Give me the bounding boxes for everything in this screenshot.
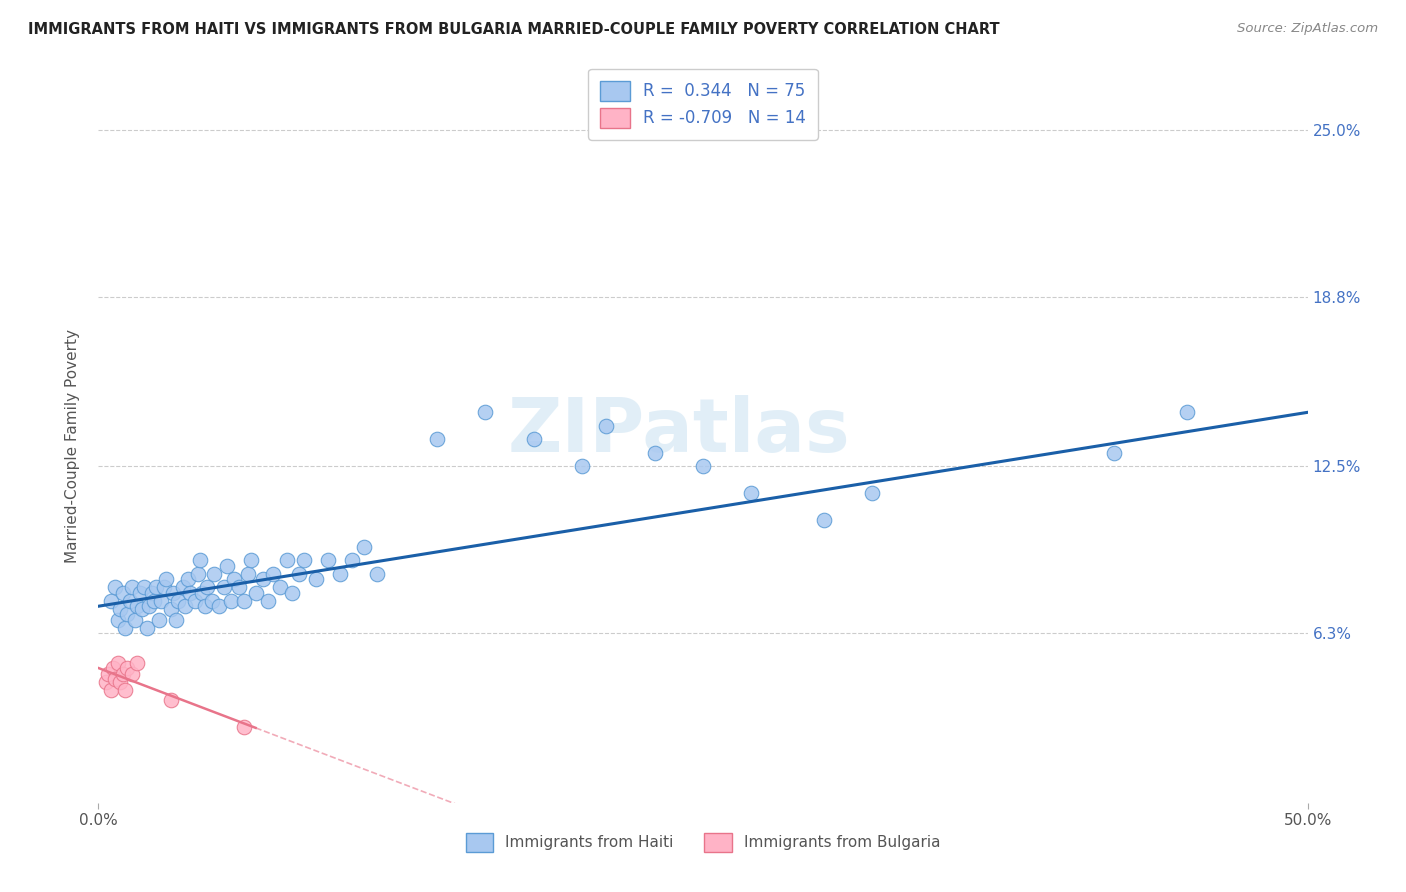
- Point: [145, 580, 167, 594]
- Point: [138, 599, 160, 614]
- Point: [329, 566, 352, 581]
- Point: [195, 580, 218, 594]
- Point: [342, 553, 364, 567]
- Point: [523, 432, 546, 446]
- Point: [292, 553, 315, 567]
- Point: [245, 586, 267, 600]
- Point: [571, 459, 593, 474]
- Point: [155, 572, 177, 586]
- Point: [204, 566, 226, 581]
- Point: [212, 580, 235, 594]
- Point: [124, 613, 146, 627]
- Point: [644, 446, 666, 460]
- Point: [194, 599, 217, 614]
- Point: [201, 594, 224, 608]
- Point: [179, 586, 201, 600]
- Point: [167, 594, 190, 608]
- Text: Source: ZipAtlas.com: Source: ZipAtlas.com: [1237, 22, 1378, 36]
- Point: [239, 553, 262, 567]
- Point: [269, 580, 291, 594]
- Legend: Immigrants from Haiti, Immigrants from Bulgaria: Immigrants from Haiti, Immigrants from B…: [458, 825, 948, 859]
- Point: [152, 580, 174, 594]
- Point: [150, 594, 173, 608]
- Point: [262, 566, 284, 581]
- Point: [143, 594, 166, 608]
- Point: [740, 486, 762, 500]
- Point: [316, 553, 339, 567]
- Point: [188, 553, 211, 567]
- Point: [104, 672, 127, 686]
- Point: [127, 599, 149, 614]
- Point: [813, 513, 835, 527]
- Point: [252, 572, 274, 586]
- Point: [94, 674, 117, 689]
- Point: [114, 621, 136, 635]
- Point: [366, 566, 388, 581]
- Point: [108, 602, 131, 616]
- Point: [238, 566, 260, 581]
- Point: [134, 580, 156, 594]
- Point: [281, 586, 304, 600]
- Point: [228, 580, 250, 594]
- Point: [1102, 446, 1125, 460]
- Point: [184, 594, 207, 608]
- Point: [288, 566, 311, 581]
- Point: [860, 486, 883, 500]
- Point: [111, 586, 134, 600]
- Point: [162, 586, 184, 600]
- Point: [148, 613, 170, 627]
- Point: [135, 621, 157, 635]
- Point: [305, 572, 328, 586]
- Point: [127, 656, 149, 670]
- Point: [117, 607, 139, 622]
- Point: [232, 594, 254, 608]
- Point: [595, 418, 617, 433]
- Point: [141, 586, 163, 600]
- Point: [121, 666, 143, 681]
- Point: [117, 661, 139, 675]
- Point: [187, 566, 209, 581]
- Point: [426, 432, 449, 446]
- Point: [692, 459, 714, 474]
- Point: [131, 602, 153, 616]
- Point: [111, 666, 134, 681]
- Point: [101, 661, 124, 675]
- Point: [107, 656, 129, 670]
- Point: [232, 720, 254, 734]
- Y-axis label: Married-Couple Family Poverty: Married-Couple Family Poverty: [65, 329, 80, 563]
- Point: [128, 586, 150, 600]
- Point: [160, 602, 183, 616]
- Point: [221, 594, 243, 608]
- Point: [160, 693, 183, 707]
- Point: [165, 613, 187, 627]
- Point: [222, 572, 245, 586]
- Text: IMMIGRANTS FROM HAITI VS IMMIGRANTS FROM BULGARIA MARRIED-COUPLE FAMILY POVERTY : IMMIGRANTS FROM HAITI VS IMMIGRANTS FROM…: [28, 22, 1000, 37]
- Point: [100, 682, 122, 697]
- Point: [208, 599, 231, 614]
- Point: [256, 594, 278, 608]
- Point: [177, 572, 200, 586]
- Point: [104, 580, 127, 594]
- Point: [121, 580, 143, 594]
- Point: [100, 594, 122, 608]
- Point: [118, 594, 141, 608]
- Point: [108, 674, 131, 689]
- Point: [97, 666, 120, 681]
- Text: ZIPatlas: ZIPatlas: [508, 395, 851, 468]
- Point: [353, 540, 375, 554]
- Point: [114, 682, 136, 697]
- Point: [172, 580, 194, 594]
- Point: [174, 599, 197, 614]
- Point: [191, 586, 214, 600]
- Point: [1175, 405, 1198, 419]
- Point: [276, 553, 298, 567]
- Point: [107, 613, 129, 627]
- Point: [474, 405, 496, 419]
- Point: [215, 558, 238, 573]
